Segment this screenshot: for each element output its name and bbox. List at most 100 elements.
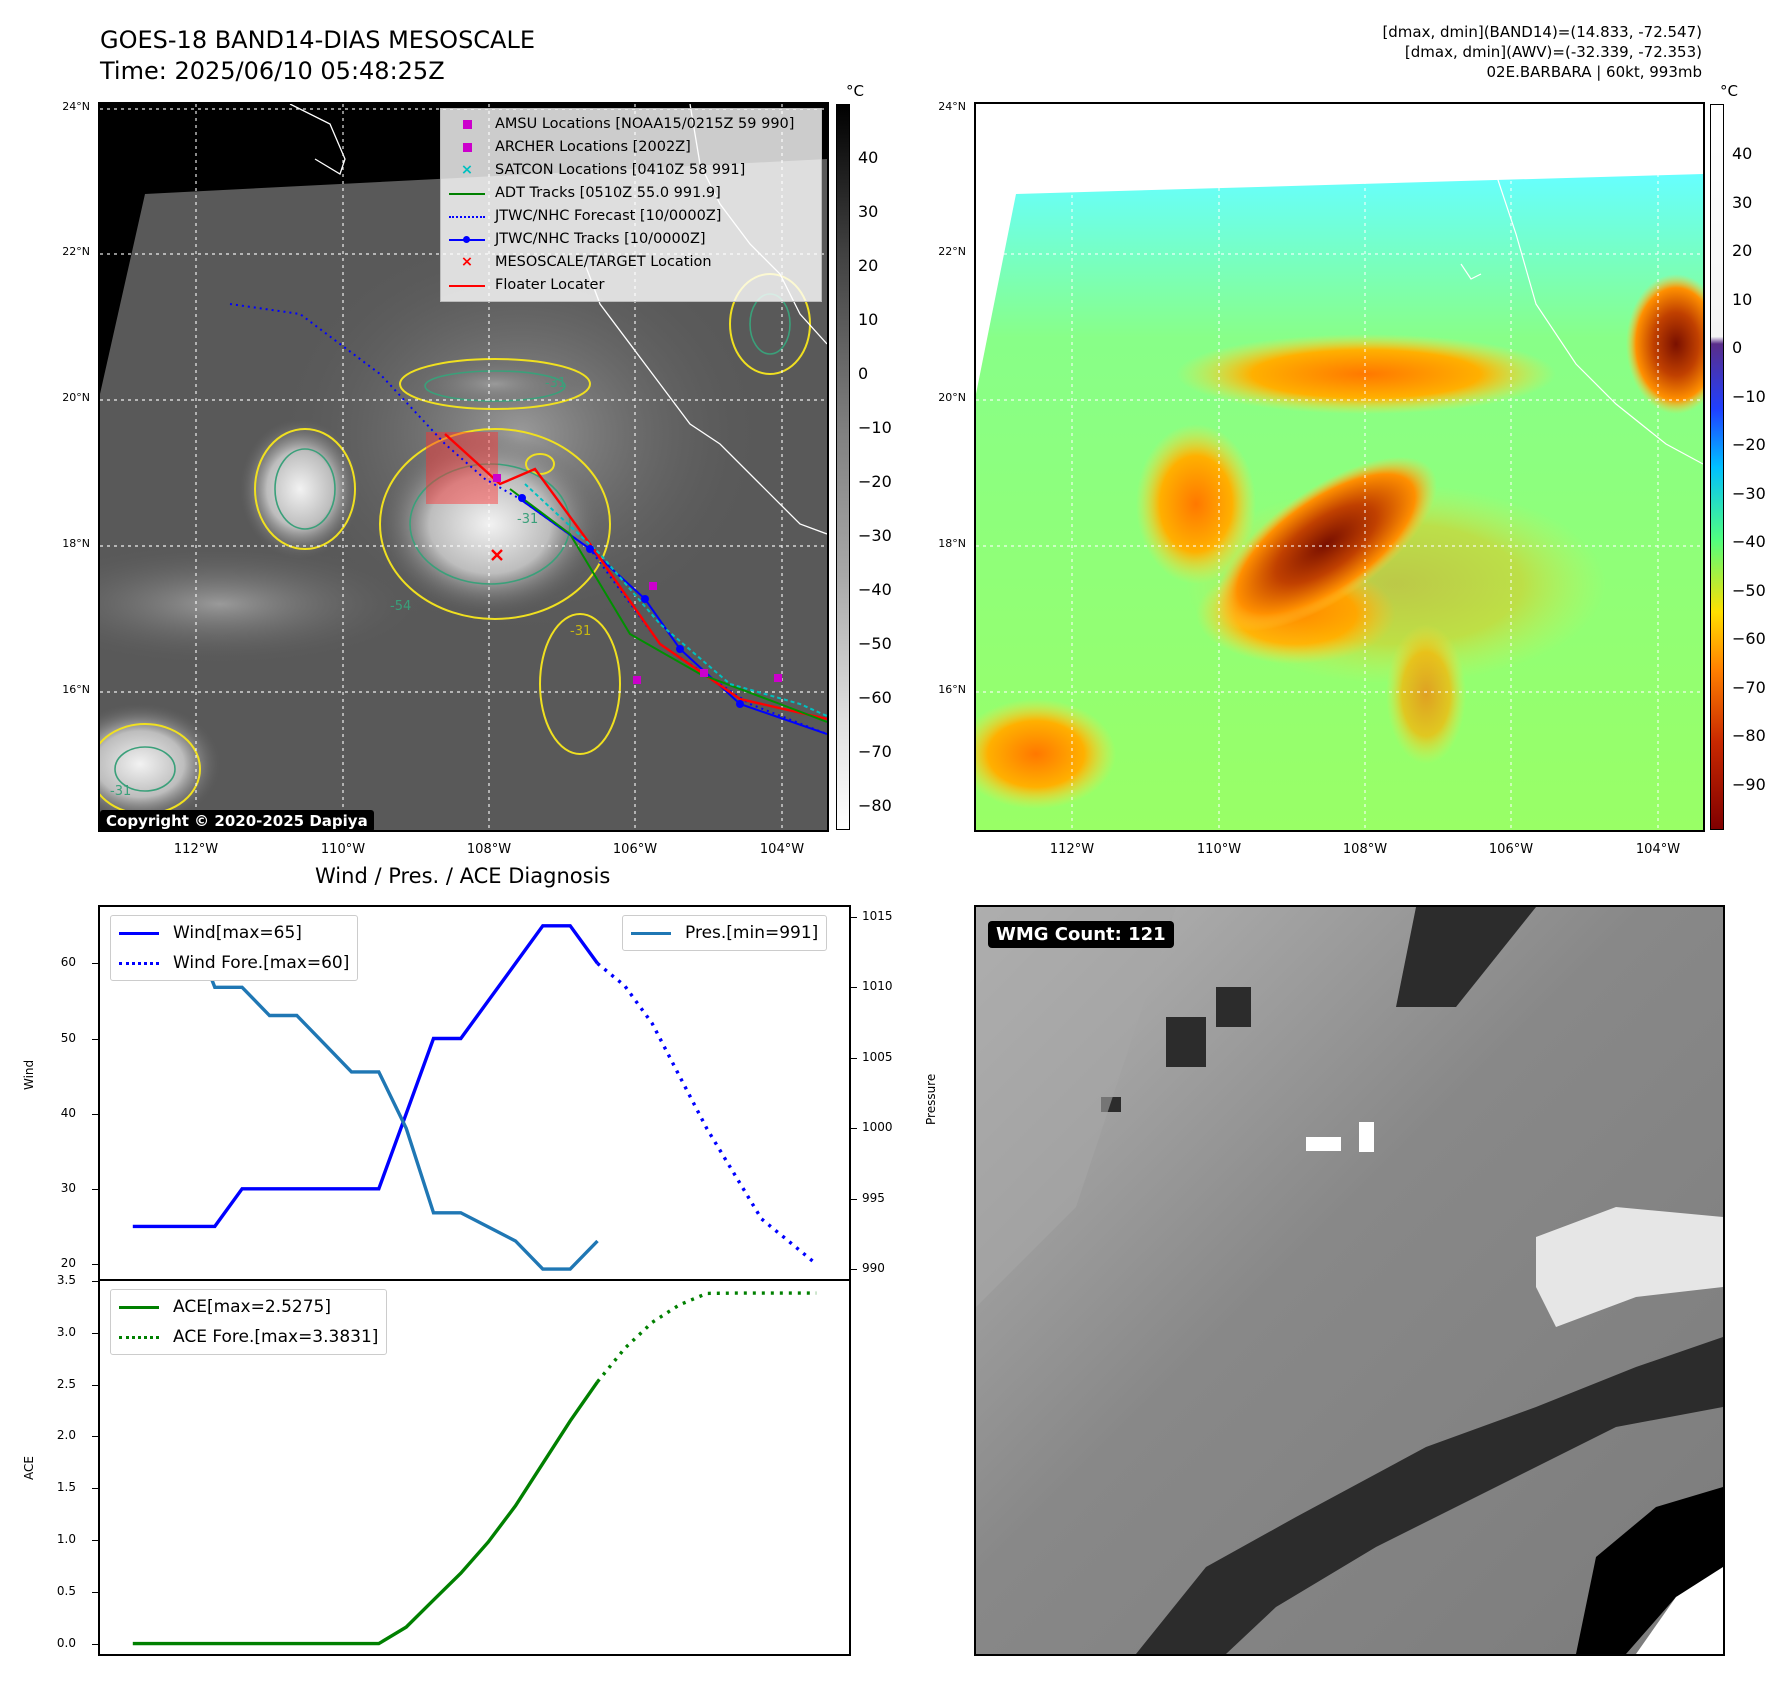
wmg-count-badge: WMG Count: 121: [988, 921, 1174, 948]
line-dot-icon: [447, 233, 487, 247]
info-line-awv: [dmax, dmin](AWV)=(-32.339, -72.353): [1404, 43, 1702, 61]
pressure-tick-label: 990: [862, 1261, 885, 1276]
lon-tick-label: 104°W: [1635, 842, 1681, 857]
legend-label: JTWC/NHC Forecast [10/0000Z]: [495, 208, 722, 224]
pressure-tick-mark: [851, 1198, 857, 1200]
pressure-tick-label: 1000: [862, 1120, 893, 1135]
x-marker-icon: ×: [460, 254, 474, 270]
pressure-tick-mark: [851, 916, 857, 918]
dotted-line-icon: [119, 1335, 159, 1339]
figure-time: Time: 2025/06/10 05:48:25Z: [100, 57, 445, 85]
colorbar-tick-label: 10: [858, 310, 879, 329]
line-marker-icon: [447, 187, 487, 201]
lon-tick-label: 106°W: [1488, 842, 1534, 857]
legend-label: Wind[max=65]: [173, 923, 302, 943]
wind-tick-label: 60: [60, 955, 76, 970]
wind-pressure-panel: Wind[max=65] Wind Fore.[max=60] Pres.[mi…: [98, 905, 851, 1281]
wind-tick-mark: [92, 963, 98, 965]
ace-tick-label: 1.5: [56, 1480, 76, 1495]
legend-entry-ace: ACE[max=2.5275]: [119, 1292, 378, 1322]
legend-label: MESOSCALE/TARGET Location: [495, 254, 712, 270]
colorbar-tick-label: −60: [858, 688, 892, 707]
colorbar-tick-label: 40: [858, 148, 879, 167]
wind-legend: Wind[max=65] Wind Fore.[max=60]: [110, 915, 359, 981]
copyright-badge: Copyright © 2020-2025 Dapiya: [100, 810, 374, 832]
legend-label: ACE[max=2.5275]: [173, 1297, 331, 1317]
lat-tick-label: 18°N: [62, 537, 90, 550]
legend-entry-archer: ARCHER Locations [2002Z]: [447, 136, 815, 159]
contour-label: -54: [390, 599, 412, 614]
colorbar-tick-label: −70: [1732, 677, 1766, 697]
lat-tick-label: 16°N: [62, 683, 90, 696]
wind-tick-label: 30: [60, 1180, 76, 1195]
legend-entry-mesoscale: × MESOSCALE/TARGET Location: [447, 251, 815, 274]
legend-entry-adt: ADT Tracks [0510Z 55.0 991.9]: [447, 182, 815, 205]
pressure-tick-mark: [851, 987, 857, 989]
line-marker-icon: [447, 279, 487, 293]
ace-tick-mark: [92, 1488, 98, 1490]
ace-plot: [132, 1291, 817, 1646]
legend-entry-wind: Wind[max=65]: [119, 918, 349, 948]
ace-tick-label: 1.0: [56, 1532, 76, 1547]
colorbar-tick-label: 30: [858, 202, 879, 221]
legend-entry-forecast: JTWC/NHC Forecast [10/0000Z]: [447, 205, 815, 228]
lon-tick-label: 112°W: [1049, 842, 1095, 857]
figure-title: GOES-18 BAND14-DIAS MESOSCALE: [100, 26, 536, 54]
legend-label: ACE Fore.[max=3.3831]: [173, 1327, 379, 1347]
ace-tick-label: 2.5: [56, 1376, 76, 1391]
awv-colorbar: [1710, 104, 1724, 830]
ace-tick-mark: [92, 1281, 98, 1282]
colorbar-tick-label: 10: [1732, 289, 1753, 309]
ir-map-legend: AMSU Locations [NOAA15/0215Z 59 990] ARC…: [440, 108, 822, 302]
colorbar-tick-label: −50: [1732, 580, 1766, 600]
pressure-tick-mark: [851, 1057, 857, 1059]
lat-tick-label: 22°N: [62, 245, 90, 258]
colorbar-tick-label: 0: [1732, 338, 1743, 357]
legend-label: JTWC/NHC Tracks [10/0000Z]: [495, 231, 706, 247]
legend-entry-amsu: AMSU Locations [NOAA15/0215Z 59 990]: [447, 113, 815, 136]
lon-tick-label: 108°W: [466, 842, 512, 857]
ace-tick-mark: [92, 1643, 98, 1645]
ir-colorbar-unit: °C: [846, 82, 864, 100]
legend-entry-floater: Floater Locater: [447, 274, 815, 297]
colorbar-tick-label: −20: [1732, 435, 1766, 454]
lat-tick-label: 20°N: [938, 391, 966, 404]
colorbar-tick-label: −50: [858, 634, 892, 653]
colorbar-tick-label: −20: [858, 472, 892, 491]
colorbar-tick-label: 30: [1732, 192, 1753, 212]
colorbar-tick-label: −40: [858, 580, 892, 599]
colorbar-tick-label: −70: [858, 742, 892, 761]
wind-tick-label: 50: [60, 1030, 76, 1045]
lat-tick-label: 22°N: [938, 245, 966, 258]
ace-series-line-0: [132, 1380, 599, 1646]
lon-tick-label: 112°W: [173, 842, 219, 857]
solid-line-icon: [631, 931, 671, 935]
wind-tick-mark: [92, 1263, 98, 1265]
ir-map-panel: AMSU Locations [NOAA15/0215Z 59 990] ARC…: [98, 102, 829, 832]
lat-tick-label: 20°N: [62, 391, 90, 404]
solid-line-icon: [119, 1305, 159, 1309]
wind-tick-label: 20: [60, 1255, 76, 1270]
pressure-tick-label: 995: [862, 1190, 885, 1205]
colorbar-tick-label: −30: [1732, 483, 1766, 503]
ace-tick-label: 0.5: [56, 1583, 76, 1598]
wind-tick-label: 40: [60, 1105, 76, 1120]
colorbar-tick-label: −10: [858, 418, 892, 437]
lat-tick-label: 24°N: [938, 100, 966, 113]
wind-tick-mark: [92, 1038, 98, 1040]
legend-entry-tracks: JTWC/NHC Tracks [10/0000Z]: [447, 228, 815, 251]
contour-label: -31: [570, 624, 592, 639]
lon-tick-label: 106°W: [612, 842, 658, 857]
series-line-0: [132, 924, 599, 1229]
legend-entry-ace-forecast: ACE Fore.[max=3.3831]: [119, 1322, 378, 1352]
ace-axis-label: ACE: [22, 1456, 36, 1480]
legend-label: Floater Locater: [495, 277, 605, 293]
colorbar-tick-label: 40: [1732, 144, 1753, 163]
lat-tick-label: 16°N: [938, 683, 966, 696]
legend-label: SATCON Locations [0410Z 58 991]: [495, 162, 746, 178]
ir-colorbar: [836, 104, 850, 830]
pressure-tick-mark: [851, 1269, 857, 1271]
wind-tick-mark: [92, 1113, 98, 1115]
contour-label: -31: [545, 376, 567, 391]
pressure-axis-label: Pressure: [924, 1073, 938, 1125]
